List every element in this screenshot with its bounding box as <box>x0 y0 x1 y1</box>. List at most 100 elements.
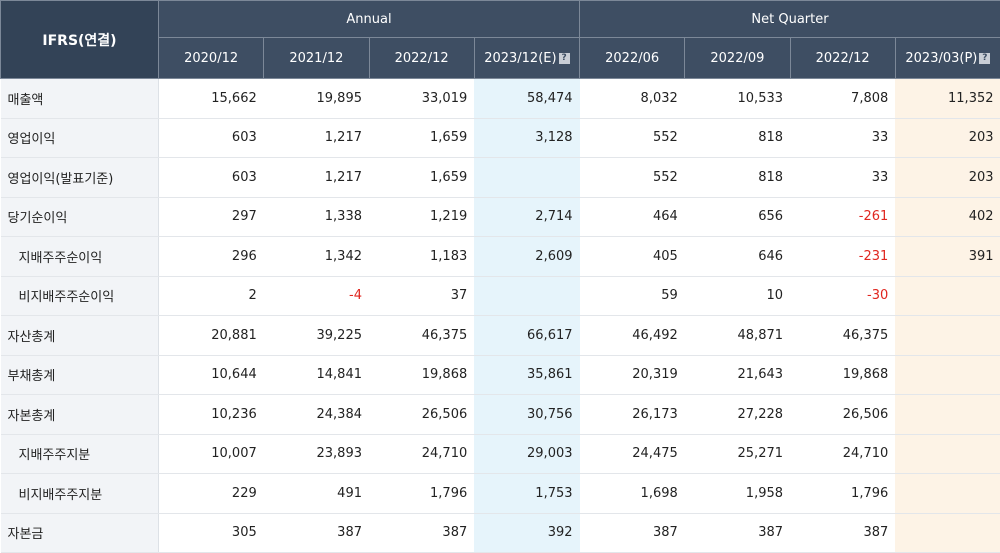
row-label: 지배주주지분 <box>1 434 159 474</box>
table-cell: 26,506 <box>369 395 474 435</box>
table-cell: 33,019 <box>369 79 474 119</box>
table-cell: 1,659 <box>369 158 474 198</box>
table-cell: 818 <box>685 118 790 158</box>
table-cell: 1,217 <box>264 118 369 158</box>
table-cell: 402 <box>895 197 1000 237</box>
table-cell: 203 <box>895 158 1000 198</box>
row-label: 비지배주주지분 <box>1 474 159 514</box>
table-cell: 46,375 <box>369 316 474 356</box>
table-cell: 20,881 <box>159 316 264 356</box>
table-cell <box>895 316 1000 356</box>
table-cell: 26,506 <box>790 395 895 435</box>
column-header: 2021/12 <box>264 38 369 79</box>
table-cell <box>895 395 1000 435</box>
table-cell: 1,796 <box>369 474 474 514</box>
table-cell: 464 <box>580 197 685 237</box>
column-header: 2023/03(P)? <box>895 38 1000 79</box>
annual-group-header: Annual <box>159 1 580 38</box>
table-cell: 656 <box>685 197 790 237</box>
row-label: 영업이익(발표기준) <box>1 158 159 198</box>
table-cell: 1,338 <box>264 197 369 237</box>
table-cell: 30,756 <box>474 395 579 435</box>
table-cell: 25,271 <box>685 434 790 474</box>
table-cell: 15,662 <box>159 79 264 119</box>
quarter-group-header: Net Quarter <box>580 1 1000 38</box>
table-cell: 24,475 <box>580 434 685 474</box>
table-cell: 11,352 <box>895 79 1000 119</box>
table-cell: 26,173 <box>580 395 685 435</box>
table-cell: 66,617 <box>474 316 579 356</box>
column-header: 2022/12 <box>369 38 474 79</box>
column-header: 2023/12(E)? <box>474 38 579 79</box>
table-cell: 10,007 <box>159 434 264 474</box>
table-cell: 1,659 <box>369 118 474 158</box>
table-cell: 19,895 <box>264 79 369 119</box>
table-cell: 21,643 <box>685 355 790 395</box>
table-cell: 1,796 <box>790 474 895 514</box>
table-cell: 1,219 <box>369 197 474 237</box>
help-icon[interactable]: ? <box>979 53 990 64</box>
table-cell: 8,032 <box>580 79 685 119</box>
row-label: 비지배주주순이익 <box>1 276 159 316</box>
table-cell: -231 <box>790 237 895 277</box>
table-cell: 2 <box>159 276 264 316</box>
row-label: 영업이익 <box>1 118 159 158</box>
row-label: 매출액 <box>1 79 159 119</box>
help-icon[interactable]: ? <box>559 53 570 64</box>
table-cell: 14,841 <box>264 355 369 395</box>
table-cell <box>895 276 1000 316</box>
table-cell <box>895 474 1000 514</box>
table-cell: 29,003 <box>474 434 579 474</box>
table-cell: 818 <box>685 158 790 198</box>
table-cell: 59 <box>580 276 685 316</box>
table-cell: 1,958 <box>685 474 790 514</box>
table-cell: 203 <box>895 118 1000 158</box>
table-cell: 24,384 <box>264 395 369 435</box>
table-cell: 20,319 <box>580 355 685 395</box>
table-cell: 1,217 <box>264 158 369 198</box>
table-cell <box>474 158 579 198</box>
table-cell: 3,128 <box>474 118 579 158</box>
table-cell: 33 <box>790 158 895 198</box>
table-cell: 552 <box>580 118 685 158</box>
corner-header: IFRS(연결) <box>1 1 159 79</box>
table-cell: 552 <box>580 158 685 198</box>
table-cell: 48,871 <box>685 316 790 356</box>
table-cell <box>474 276 579 316</box>
table-cell: 19,868 <box>369 355 474 395</box>
table-cell: 646 <box>685 237 790 277</box>
table-cell: -4 <box>264 276 369 316</box>
table-cell: 405 <box>580 237 685 277</box>
table-cell: 1,753 <box>474 474 579 514</box>
column-header: 2022/06 <box>580 38 685 79</box>
table-cell: 46,492 <box>580 316 685 356</box>
table-cell: 24,710 <box>369 434 474 474</box>
table-cell <box>895 355 1000 395</box>
table-cell: 391 <box>895 237 1000 277</box>
column-header: 2020/12 <box>159 38 264 79</box>
table-cell: 46,375 <box>790 316 895 356</box>
table-cell: 2,609 <box>474 237 579 277</box>
table-cell: 1,698 <box>580 474 685 514</box>
table-cell: 7,808 <box>790 79 895 119</box>
table-cell: 296 <box>159 237 264 277</box>
table-cell: 297 <box>159 197 264 237</box>
table-cell <box>895 434 1000 474</box>
table-cell: 1,342 <box>264 237 369 277</box>
table-cell: 603 <box>159 118 264 158</box>
table-cell: 10 <box>685 276 790 316</box>
table-cell: 39,225 <box>264 316 369 356</box>
row-label: 당기순이익 <box>1 197 159 237</box>
table-cell: 58,474 <box>474 79 579 119</box>
table-cell: 10,644 <box>159 355 264 395</box>
table-cell: 33 <box>790 118 895 158</box>
table-cell: 27,228 <box>685 395 790 435</box>
